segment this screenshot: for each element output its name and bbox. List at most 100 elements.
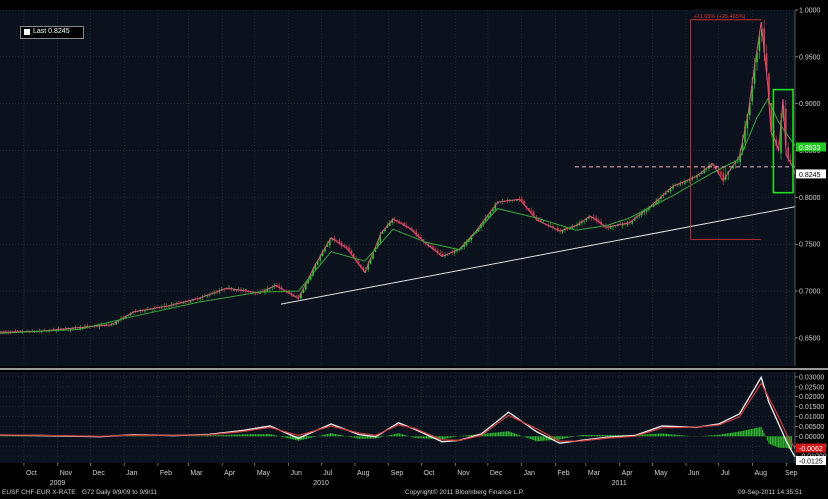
- candle-body-145: [348, 247, 350, 251]
- footer-bar: EUSF CHF-EUR X-RATE G72 Daily 9/9/09 to …: [0, 488, 828, 499]
- candle-body-242: [581, 221, 583, 224]
- candle-body-318: [763, 28, 765, 52]
- month-label-11: Aug: [357, 470, 370, 477]
- candle-body-296: [710, 164, 713, 166]
- price-tag-bg-1: [796, 169, 826, 179]
- candle-body-302: [725, 175, 727, 180]
- candle-body-220: [528, 208, 530, 212]
- osc-tick-label-5: 0.00500: [799, 424, 824, 431]
- month-label-23: Aug: [755, 470, 768, 477]
- month-label-9: Jun: [291, 470, 302, 477]
- candle-body-312: [749, 102, 751, 116]
- candle-body-144: [345, 246, 348, 249]
- month-label-22: Jul: [721, 470, 730, 477]
- candle-body-106: [254, 292, 257, 294]
- time-axis-labels: Oct Nov Dec Jan Feb Mar Apr May Jun Jul Aug Sep Oct N…: [23, 463, 798, 487]
- candle-body-293: [703, 170, 705, 173]
- osc-tag-label-1: -0.0125: [799, 459, 823, 466]
- month-label-2: Nov: [60, 470, 73, 477]
- price-tag-label-0: 0.8533: [799, 145, 821, 152]
- candle-body-163: [391, 220, 393, 224]
- candle-body-255: [612, 226, 614, 228]
- candle-body-88: [211, 293, 213, 295]
- candle-body-126: [302, 289, 305, 294]
- candle-body-224: [537, 219, 540, 221]
- price-tick-label-3: 0.8500: [799, 148, 821, 155]
- candle-body-215: [516, 199, 518, 201]
- candle-body-132: [317, 261, 319, 265]
- candle-body-174: [417, 234, 420, 237]
- candle-body-76: [182, 302, 185, 304]
- candle-body-117: [281, 287, 283, 290]
- candle-body-273: [655, 200, 657, 205]
- candle-body-87: [209, 294, 211, 296]
- price-series-line-0: [0, 22, 796, 333]
- candle-body-79: [189, 301, 192, 303]
- candle-body-275: [660, 196, 662, 199]
- price-tick-label-4: 0.8000: [799, 195, 821, 202]
- osc-tick-label-0: 0.03000: [799, 374, 824, 381]
- candle-body-316: [758, 35, 761, 52]
- candle-body-125: [300, 293, 302, 299]
- candle-body-139: [333, 237, 336, 241]
- candle-body-90: [216, 292, 218, 293]
- month-label-1: Oct: [26, 470, 37, 477]
- year-label-2: 2011: [612, 480, 627, 487]
- month-label-19: Apr: [622, 470, 634, 477]
- month-label-20: May: [654, 470, 668, 477]
- month-label-16: Jan: [524, 470, 535, 477]
- candle-body-83: [199, 298, 201, 300]
- candle-body-160: [384, 228, 386, 232]
- candle-body-129: [309, 274, 312, 280]
- candle-body-189: [453, 250, 456, 253]
- last-price-tags: 0.8533 0.8245 -0.0062 -0.0125: [796, 142, 826, 466]
- candle-body-206: [494, 204, 497, 210]
- candle-body-243: [583, 221, 585, 222]
- price-tag-bg-0: [796, 142, 826, 152]
- candle-body-234: [561, 229, 564, 233]
- candle-body-130: [312, 268, 314, 276]
- month-label-21: Jun: [688, 470, 699, 477]
- osc-tick-label-6: 0.00000: [799, 434, 824, 441]
- candle-body-294: [705, 168, 708, 170]
- candle-body-150: [360, 264, 362, 268]
- candle-body-315: [756, 52, 758, 63]
- candle-body-254: [609, 226, 612, 229]
- candle-body-310: [744, 126, 746, 143]
- oscillator-histogram: [0, 426, 793, 450]
- candle-body-111: [266, 288, 269, 292]
- candle-body-248: [595, 217, 597, 221]
- price-tick-label-2: 0.9000: [799, 101, 821, 108]
- candle-body-151: [362, 267, 365, 271]
- candle-body-127: [305, 283, 307, 290]
- month-label-14: Nov: [457, 470, 470, 477]
- candle-body-158: [379, 234, 381, 243]
- candle-body-182: [437, 250, 439, 253]
- candle-body-70: [168, 306, 170, 308]
- candle-body-183: [439, 252, 441, 254]
- candle-body-60: [144, 310, 146, 312]
- candle-body-228: [547, 224, 549, 226]
- candle-body-276: [662, 195, 665, 197]
- oscillator-series-line-1: [0, 382, 796, 449]
- candle-body-7: [17, 330, 19, 332]
- candle-body-307: [737, 161, 739, 162]
- month-label-24: Sep: [785, 470, 798, 477]
- candle-body-263: [631, 220, 633, 224]
- candle-body-203: [487, 215, 489, 219]
- candle-body-285: [684, 181, 686, 184]
- candle-body-267: [641, 212, 643, 216]
- candle-body-241: [578, 223, 581, 226]
- month-label-18: Mar: [588, 470, 601, 477]
- candle-body-195: [468, 239, 470, 243]
- month-label-8: May: [257, 470, 271, 477]
- candle-body-133: [319, 256, 321, 261]
- candle-body-239: [573, 226, 576, 228]
- candle-body-94: [225, 288, 228, 290]
- candle-body-128: [307, 279, 309, 284]
- candle-body-29: [69, 328, 72, 330]
- candle-body-218: [523, 200, 525, 206]
- candle-body-225: [540, 220, 542, 223]
- candle-body-48: [115, 321, 117, 325]
